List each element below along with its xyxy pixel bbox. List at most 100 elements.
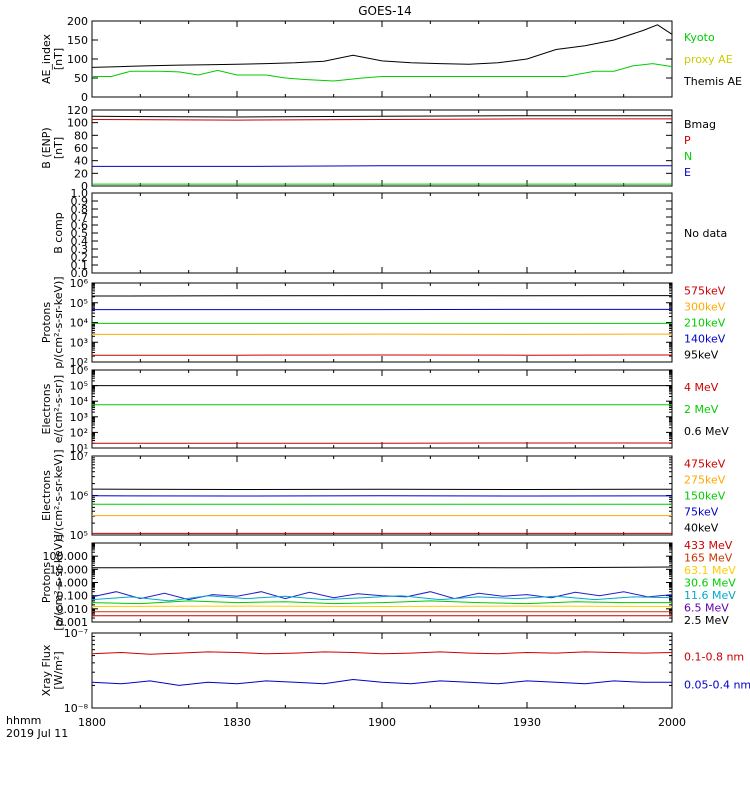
y-tick-label: 0 [81, 91, 88, 104]
legend-entry: 0.1-0.8 nm [684, 651, 744, 664]
series-line-e [92, 165, 672, 167]
y-tick-label: 40 [74, 155, 88, 168]
legend-entry: 140keV [684, 333, 726, 346]
x-tick-label: 1900 [368, 716, 396, 729]
y-tick-label: 0.010 [57, 603, 89, 616]
legend-entry: P [684, 134, 691, 147]
y-tick-label: 10² [70, 426, 88, 439]
y-tick-label: 120 [67, 104, 88, 117]
legend-entry: 433 MeV [684, 539, 733, 552]
legend-entry: 6.5 MeV [684, 602, 729, 615]
y-tick-label: 100 [67, 53, 88, 66]
panel-frame [91, 20, 673, 98]
y-tick-label: 10⁶ [70, 277, 89, 290]
y-tick-label: 10⁻⁸ [64, 702, 89, 715]
legend-entry: proxy AE [684, 53, 733, 66]
y-tick-label: 10⁴ [70, 395, 89, 408]
y-tick-label: 150 [67, 34, 88, 47]
y-tick-label: 0 [81, 180, 88, 193]
y-axis-label: Protons [40, 302, 53, 343]
legend-entry: 575keV [684, 285, 726, 298]
y-axis-label: Electrons [40, 470, 53, 521]
date-label: 2019 Jul 11 [6, 727, 68, 740]
legend-entry: 210keV [684, 317, 726, 330]
y-tick-label: 10⁵ [70, 297, 88, 310]
y-axis-label: Protons [40, 562, 53, 603]
y-tick-label: 0.3 [71, 243, 89, 256]
y-tick-label: 0.4 [71, 235, 89, 248]
y-tick-label: 10⁻⁷ [64, 627, 88, 640]
y-axis-label: [nT] [52, 137, 65, 159]
panel-electrons_kev: 10⁵ 10⁶ 10⁷ Electrons e/(cm²-s-sr-keV)] 475ke… [40, 450, 726, 542]
y-tick-label: 10⁵ [70, 380, 88, 393]
y-tick-label: 0.001 [57, 616, 89, 629]
y-axis-label: [p/(cm²-s-sr-keV)] [52, 534, 65, 631]
y-tick-label: 80 [74, 129, 88, 142]
y-tick-label: 100.000 [43, 550, 89, 563]
legend-entry: 0.05-0.4 nm [684, 679, 750, 692]
y-tick-label: 20 [74, 167, 88, 180]
x-tick-label: 1800 [78, 716, 106, 729]
y-tick-label: 0.100 [57, 590, 89, 603]
series-line-6-5-mev [91, 591, 673, 601]
series-line-ae [91, 24, 673, 68]
panel-frame [91, 282, 673, 363]
y-tick-label: 0.2 [71, 251, 89, 264]
panel-protons_mev: 0.0010.0100.1001.00010.000100.000Protons… [40, 534, 736, 631]
series-line-2-5-mev [91, 566, 673, 569]
series-line-bmag [91, 115, 672, 118]
legend-entry: 40keV [684, 522, 719, 535]
legend-entry: 95keV [684, 349, 719, 362]
legend-entry: N [684, 150, 692, 163]
y-tick-label: 10⁴ [70, 317, 89, 330]
y-axis-label: Xray Flux [40, 644, 53, 696]
panel-xray: 10⁻⁸ 10⁻⁷ Xray Flux [W/m²] 0.1-0.8 nm 0.05-0.… [40, 627, 750, 715]
legend-entry: 63.1 MeV [684, 564, 736, 577]
y-axis-label: e/(cm²-s-sr-keV)] [52, 450, 65, 542]
y-tick-label: 50 [74, 72, 88, 85]
series-line-11-6-mev [91, 595, 673, 602]
y-axis-label: p/(cm²-s-sr-keV)] [52, 276, 65, 368]
legend-entry: Bmag [684, 118, 716, 131]
y-axis-label: Electrons [40, 383, 53, 434]
panel-frame [91, 369, 673, 449]
legend-entry: 275keV [684, 474, 726, 487]
y-tick-label: 10⁷ [70, 450, 88, 463]
y-tick-label: 1.0 [71, 187, 89, 200]
y-tick-label: 10⁶ [70, 364, 89, 377]
y-tick-label: 10¹ [70, 442, 88, 455]
panel-frame [91, 109, 673, 187]
y-tick-label: 0.7 [71, 211, 89, 224]
y-axis-label: AE_index [40, 33, 53, 84]
y-tick-label: 10⁶ [70, 490, 89, 503]
figure-title: GOES-14 [358, 4, 412, 18]
series-line-al [92, 63, 673, 82]
y-axis-label: [nT] [52, 48, 65, 70]
panel-ae: 0 50 100 150 200 AE_index [nT] Kyoto proxy AE The… [40, 15, 742, 104]
legend-entry: 2.5 MeV [684, 614, 729, 627]
legend-entry: 0.6 MeV [684, 425, 729, 438]
legend-entry: 11.6 MeV [684, 589, 736, 602]
y-tick-label: 10.000 [50, 563, 89, 576]
legend-entry: 30.6 MeV [684, 577, 736, 590]
panel-frame [91, 542, 673, 623]
y-tick-label: 0.6 [71, 219, 89, 232]
time-axis: 1800 1830 1900 1930 2000 [78, 716, 686, 729]
y-tick-label: 1.000 [57, 577, 89, 590]
x-tick-label: 1830 [223, 716, 251, 729]
legend-entry: Themis AE [683, 75, 742, 88]
y-tick-label: 0.8 [71, 203, 89, 216]
y-tick-label: 10² [70, 356, 88, 369]
y-axis-label: B comp [52, 212, 65, 254]
y-tick-label: 10⁵ [70, 529, 88, 542]
y-tick-label: 0.9 [71, 195, 89, 208]
y-axis-label: e/(cm²-s-sr)] [52, 375, 65, 443]
legend-entry: 475keV [684, 458, 726, 471]
y-tick-label: 100 [67, 117, 88, 130]
legend-entry: 75keV [684, 506, 719, 519]
legend-entry: 4 MeV [684, 381, 719, 394]
y-tick-label: 200 [67, 15, 88, 28]
